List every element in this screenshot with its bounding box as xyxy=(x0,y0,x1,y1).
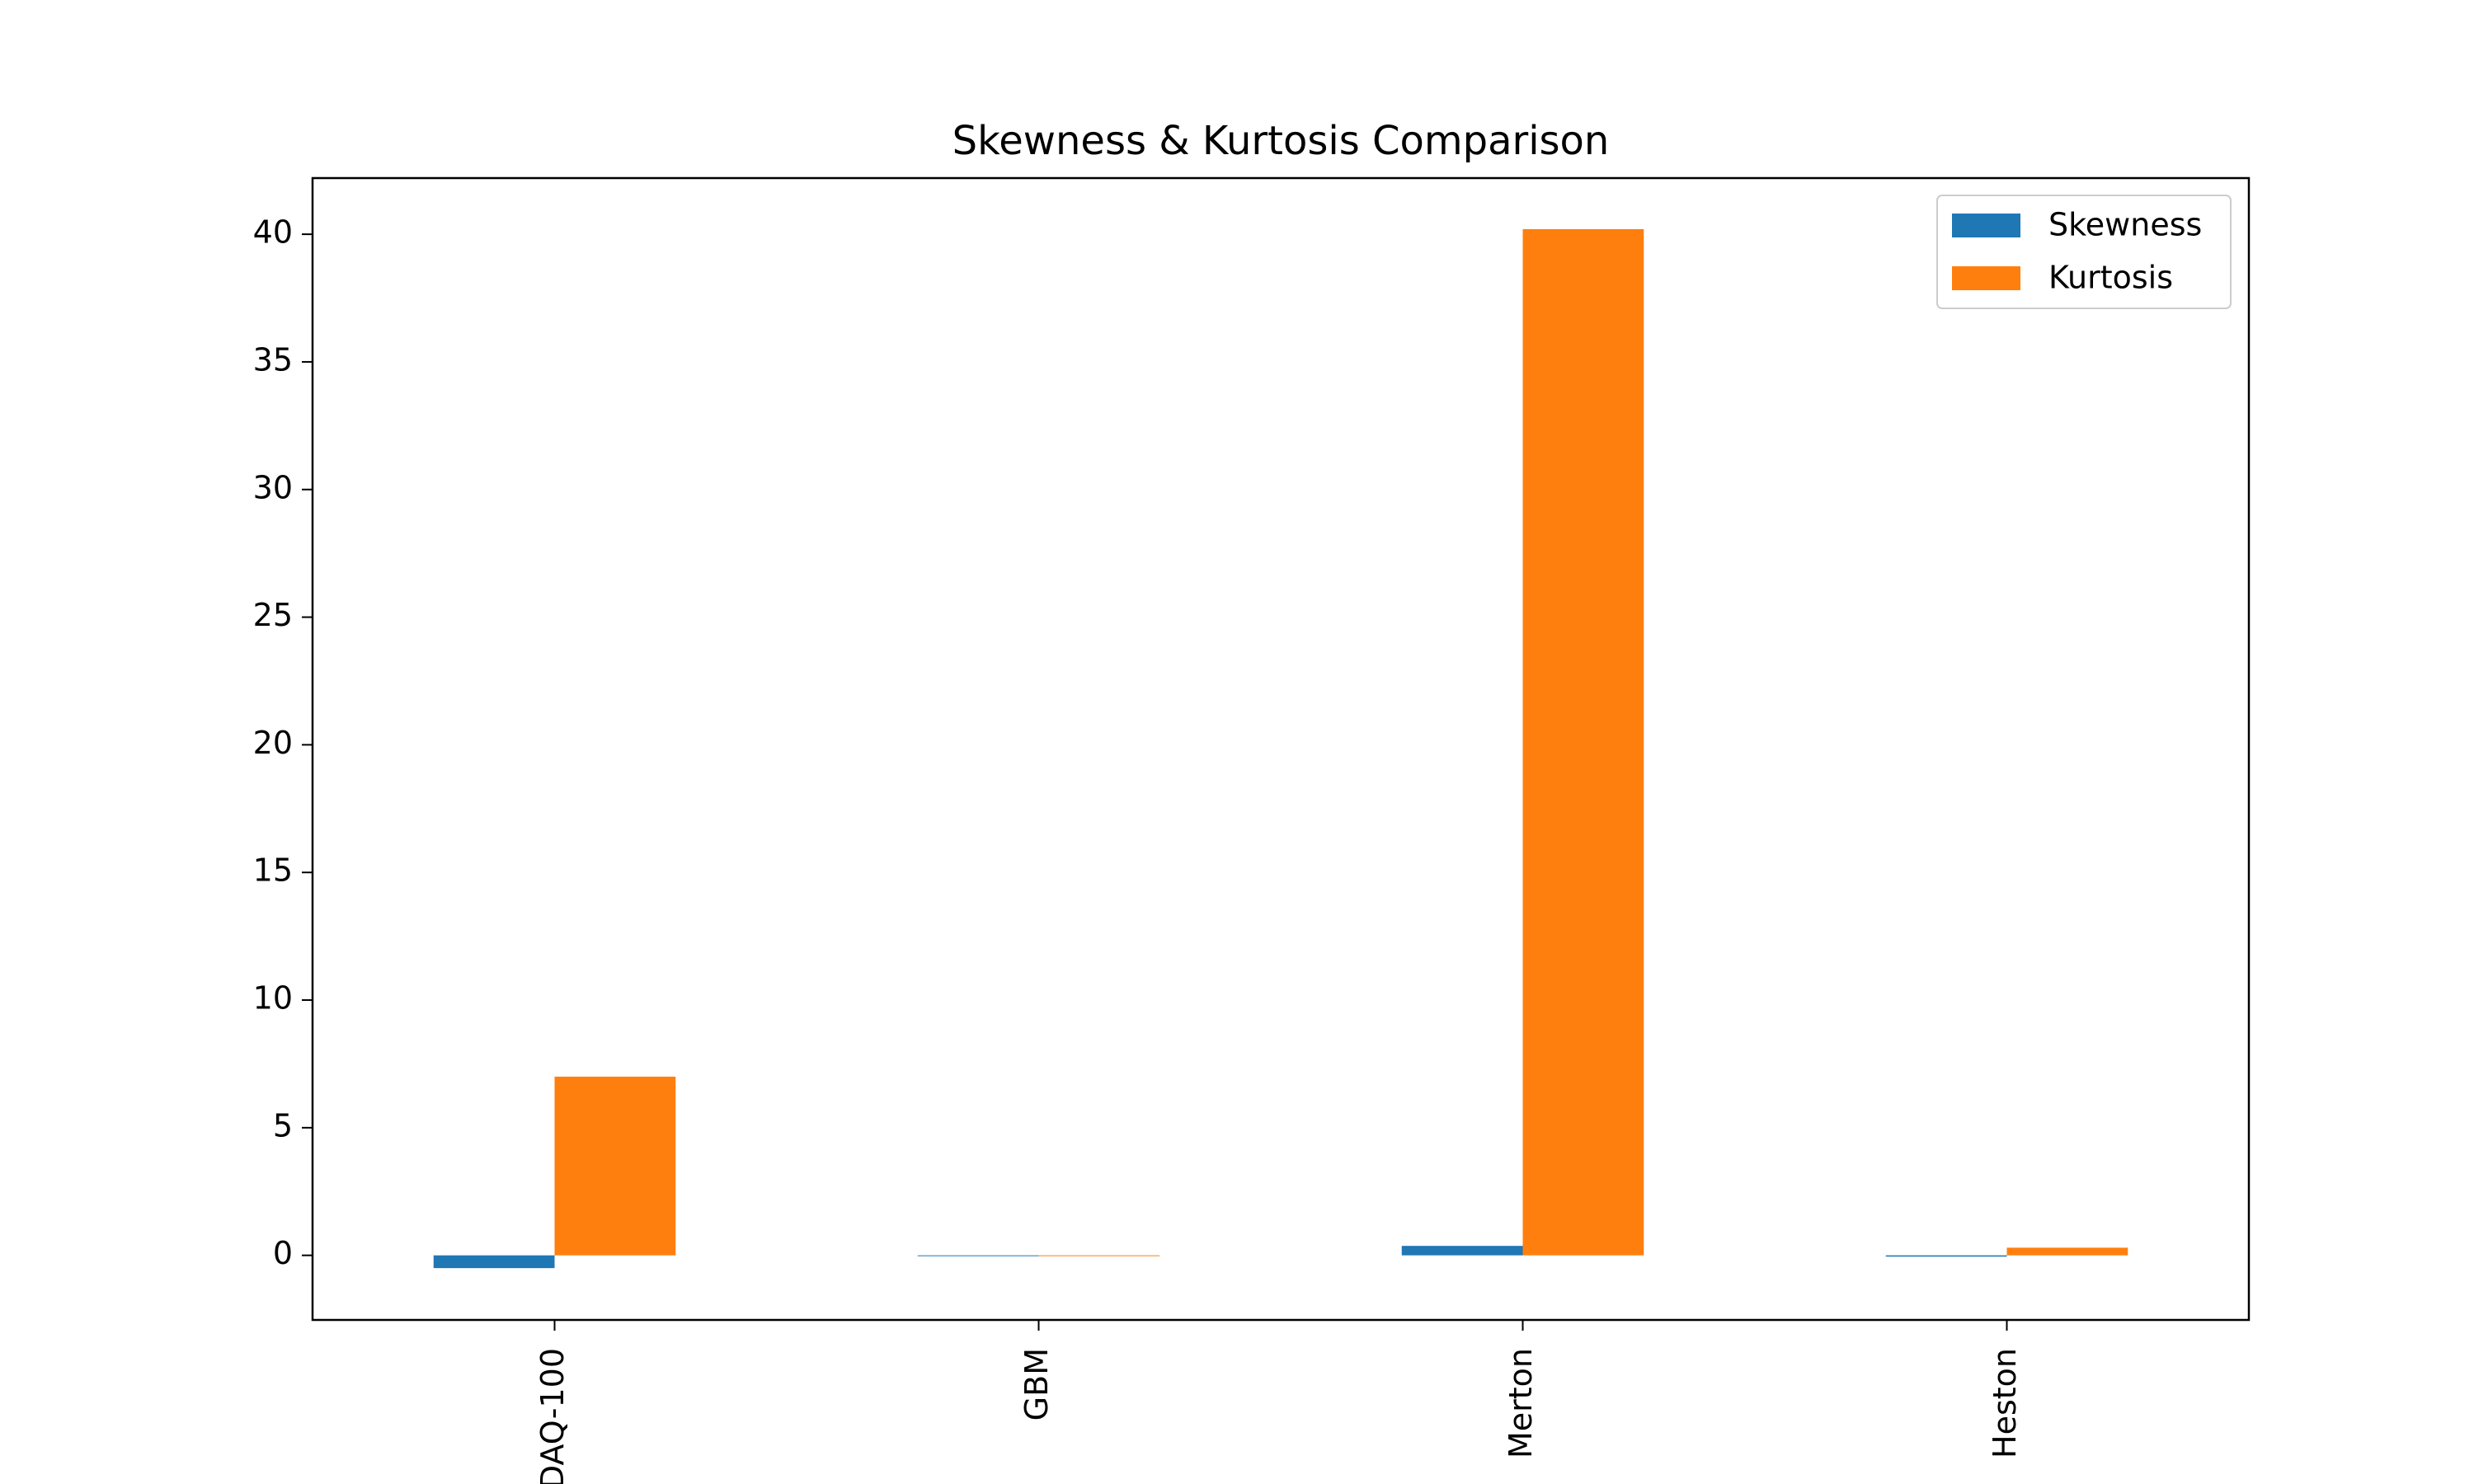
x-tick-label: Merton xyxy=(1503,1348,1539,1458)
y-tick-label: 25 xyxy=(253,597,293,633)
bar xyxy=(554,1076,676,1256)
y-tick-label: 5 xyxy=(273,1107,293,1144)
bar xyxy=(2006,1247,2128,1256)
legend-swatch xyxy=(1952,214,2020,237)
bar xyxy=(433,1255,555,1269)
y-tick-label: 15 xyxy=(253,852,293,889)
y-tick-label: 0 xyxy=(273,1235,293,1271)
y-tick-label: 35 xyxy=(253,341,293,378)
y-tick-label: 30 xyxy=(253,469,293,505)
x-tick-label: NASDAQ-100 xyxy=(534,1348,571,1484)
bar xyxy=(1401,1246,1523,1256)
x-tick-label: GBM xyxy=(1018,1348,1055,1421)
legend-swatch xyxy=(1952,266,2020,290)
y-tick-label: 20 xyxy=(253,725,293,761)
chart-title: Skewness & Kurtosis Comparison xyxy=(952,118,1610,164)
bar xyxy=(1522,228,1644,1256)
bar xyxy=(1885,1255,2007,1257)
legend-label: Skewness xyxy=(2048,207,2202,243)
y-tick-label: 40 xyxy=(253,214,293,251)
plot-frame xyxy=(311,176,2251,1322)
legend-label: Kurtosis xyxy=(2048,260,2173,296)
x-tick-label: Heston xyxy=(1987,1348,2023,1458)
y-tick-label: 10 xyxy=(253,980,293,1017)
